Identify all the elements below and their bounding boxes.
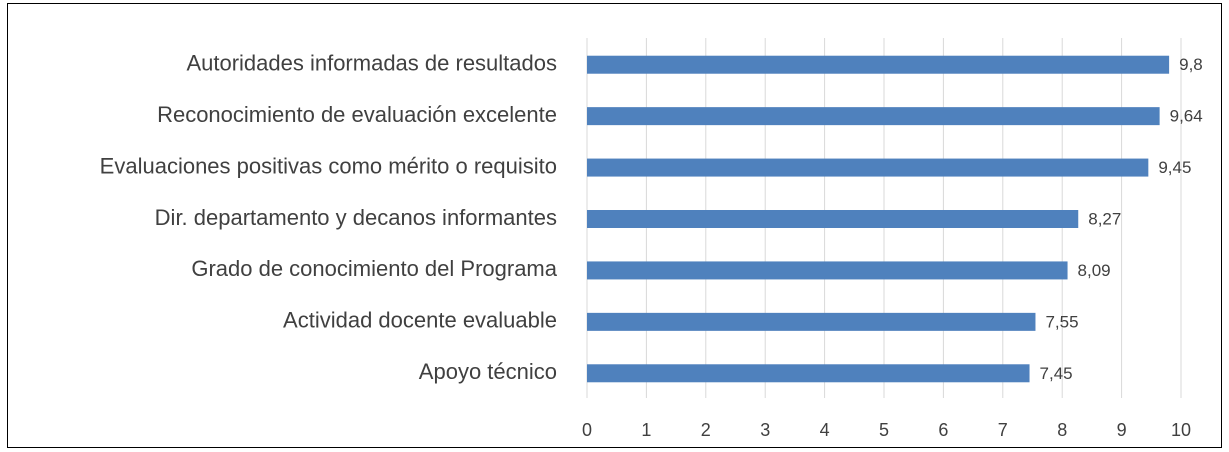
data-label: 7,45 [1040,364,1073,383]
data-label: 9,8 [1179,55,1203,74]
y-tick-label: Reconocimiento de evaluación excelente [157,102,557,127]
bar [587,55,1170,74]
bar [587,364,1030,383]
y-tick-label: Grado de conocimiento del Programa [191,256,557,281]
data-label: 7,55 [1045,312,1078,331]
x-tick-label: 4 [820,420,830,440]
bar [587,312,1036,331]
y-tick-label: Actividad docente evaluable [283,308,557,333]
data-label: 8,09 [1078,261,1111,280]
x-tick-label: 3 [760,420,770,440]
x-tick-label: 7 [998,420,1008,440]
x-tick-label: 10 [1171,420,1191,440]
x-tick-label: 8 [1057,420,1067,440]
data-label: 9,64 [1170,107,1203,126]
data-label: 9,45 [1158,158,1191,177]
x-tick-label: 6 [938,420,948,440]
y-tick-label: Autoridades informadas de resultados [186,51,557,76]
x-tick-label: 9 [1117,420,1127,440]
y-tick-label: Dir. departamento y decanos informantes [155,205,557,230]
bar [587,107,1160,126]
bar [587,158,1149,177]
y-tick-label: Evaluaciones positivas como mérito o req… [100,153,557,178]
x-tick-label: 1 [641,420,651,440]
bar [587,210,1079,228]
x-tick-label: 2 [701,420,711,440]
bar [587,261,1068,280]
data-label: 8,27 [1088,209,1121,228]
x-tick-label: 5 [879,420,889,440]
y-tick-label: Apoyo técnico [419,359,557,384]
x-tick-label: 0 [582,420,592,440]
